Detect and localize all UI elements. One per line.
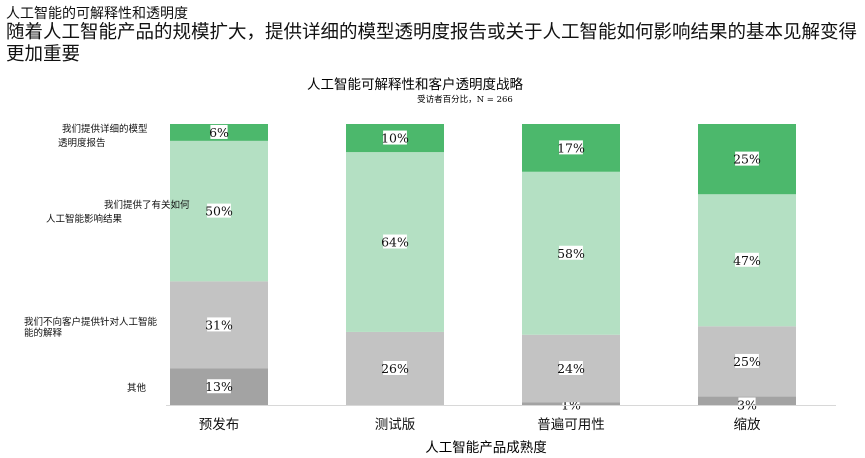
data-label-bg [207, 317, 231, 332]
data-label-bg [383, 234, 407, 249]
data-label-bg [559, 140, 583, 155]
legend-entry: 我们不向客户提供针对人工智能 [24, 316, 158, 328]
data-label-bg [559, 245, 583, 260]
data-label: 58% [557, 246, 585, 261]
data-label-bg [207, 379, 231, 394]
data-label-bg [735, 353, 759, 368]
data-label: 50% [205, 204, 233, 219]
legend-entry: 其他 [127, 382, 147, 394]
data-label-bg [735, 151, 759, 166]
page-headline: 随着人工智能产品的规模扩大，提供详细的模型透明度报告或关于人工智能如何影响结果的… [6, 22, 858, 65]
bar-group: 13%31%50%6%预发布26%64%10%测试版1%24%58%17%普遍可… [166, 124, 836, 433]
legend-entry: 我们提供详细的模型 [62, 123, 148, 135]
x-tick-label: 预发布 [199, 417, 240, 433]
data-label-bg [735, 252, 759, 267]
data-label: 47% [733, 253, 761, 268]
data-label: 10% [381, 131, 409, 146]
data-label: 17% [557, 140, 585, 155]
data-label-bg [383, 360, 407, 375]
data-label: 24% [557, 361, 585, 376]
chart-title: 人工智能可解释性和客户透明度战略 [307, 76, 523, 93]
data-label: 26% [381, 361, 409, 376]
x-tick-label: 缩放 [734, 417, 762, 433]
data-label: 31% [205, 317, 233, 332]
data-label-bg [207, 203, 231, 218]
data-label: 25% [733, 354, 761, 369]
x-tick-label: 普遍可用性 [537, 417, 605, 433]
data-label-bg [738, 397, 756, 412]
data-label: 6% [209, 125, 229, 140]
legend-entry: 人工智能影响结果 [46, 213, 123, 225]
data-label-bg [383, 130, 407, 145]
x-axis-label: 人工智能产品成熟度 [425, 440, 547, 456]
data-label: 64% [381, 235, 409, 250]
page-kicker: 人工智能的可解释性和透明度 [6, 6, 188, 22]
data-label-bg [210, 124, 228, 139]
legend-entry: 我们提供了有关如何 [104, 199, 190, 211]
chart-subtitle: 受访者百分比，N = 266 [417, 94, 513, 105]
legend-entry: 能的解释 [24, 327, 63, 339]
data-label: 25% [733, 152, 761, 167]
legend-entry: 透明度报告 [58, 137, 106, 149]
x-tick-label: 测试版 [375, 417, 416, 433]
data-label: 13% [205, 379, 233, 394]
data-label-bg [559, 360, 583, 375]
